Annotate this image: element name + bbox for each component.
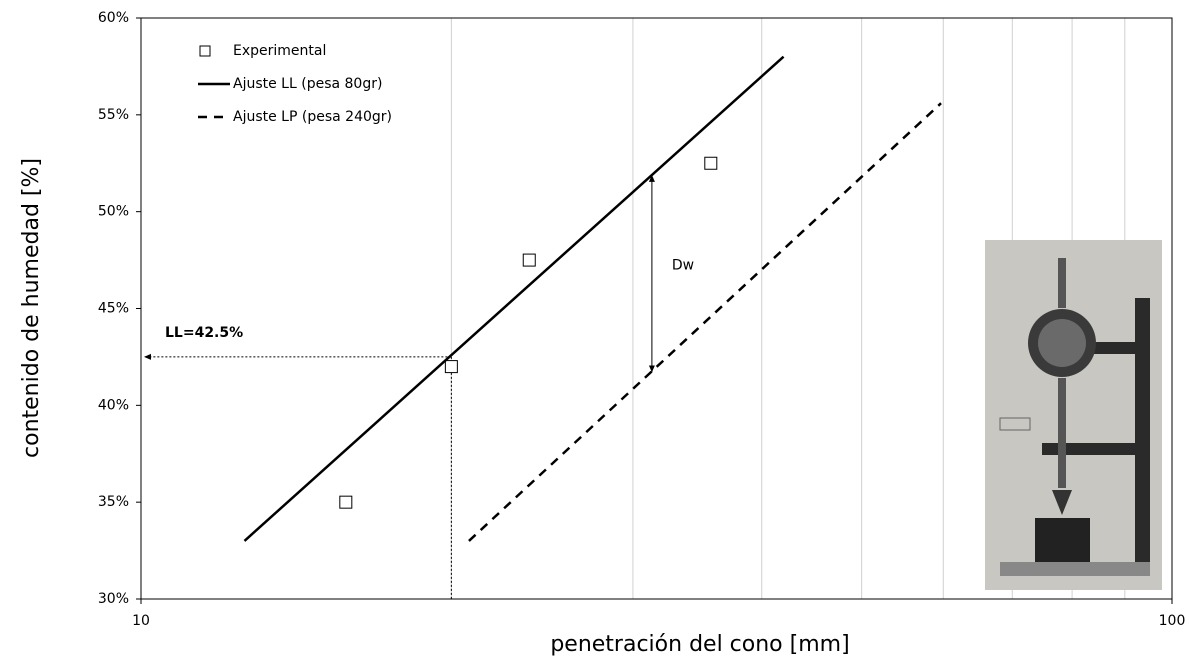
y-tick-label: 35% [98, 494, 129, 510]
x-axis-label: penetración del cono [mm] [550, 632, 849, 657]
ll-label: LL=42.5% [165, 325, 243, 341]
legend-marker [200, 46, 210, 56]
legend-label: Ajuste LL (pesa 80gr) [233, 76, 382, 92]
x-tick-label: 100 [1159, 613, 1186, 629]
instrument-photo [985, 240, 1162, 590]
fit-line [244, 57, 783, 541]
data-point [445, 361, 457, 373]
chart: penetración del cono [mm] contenido de h… [0, 0, 1189, 659]
legend-label: Ajuste LP (pesa 240gr) [233, 109, 392, 125]
legend-label: Experimental [233, 43, 326, 59]
data-point [340, 496, 352, 508]
y-tick-label: 30% [98, 591, 129, 607]
y-tick-label: 50% [98, 204, 129, 220]
data-point [705, 157, 717, 169]
y-tick-label: 60% [98, 10, 129, 26]
y-tick-label: 40% [98, 397, 129, 413]
y-tick-label: 45% [98, 301, 129, 317]
x-tick-label: 10 [132, 613, 150, 629]
data-point [523, 254, 535, 266]
dw-label: Dw [672, 258, 694, 274]
y-axis-label: contenido de humedad [%] [19, 158, 44, 458]
y-tick-label: 55% [98, 107, 129, 123]
